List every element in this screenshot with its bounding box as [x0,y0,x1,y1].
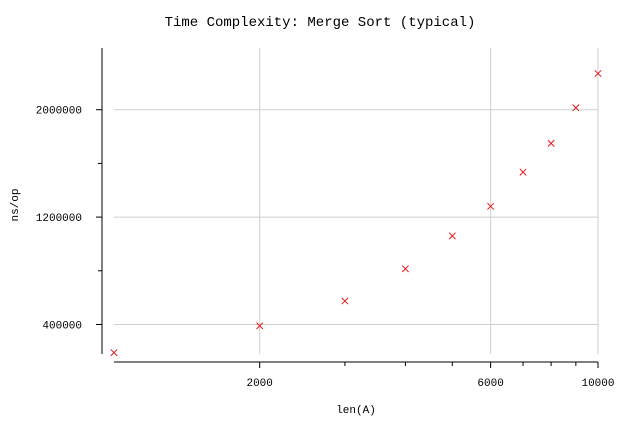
data-point [547,139,555,147]
data-point [110,349,118,357]
data-point [341,297,349,305]
chart-title: Time Complexity: Merge Sort (typical) [165,15,476,31]
y-tick-label: 400000 [42,320,82,332]
y-axis-label: ns/op [10,188,22,221]
data-point [594,69,602,78]
data-point [487,202,495,210]
data-point [448,232,456,240]
data-point [572,104,580,112]
data-points [110,69,602,357]
axes [101,48,598,363]
x-tick-label: 2000 [246,378,272,390]
x-tick-label: 10000 [581,378,614,390]
data-point [256,322,264,330]
ticks: 2000 6000 10000 400000 1200000 2000000 [36,106,615,390]
x-tick-label: 6000 [477,378,503,390]
x-axis-label: len(A) [336,405,376,417]
y-tick-label: 1200000 [36,213,82,225]
data-point [401,265,409,273]
y-tick-label: 2000000 [36,106,82,118]
data-point [519,168,527,176]
grid-lines [114,48,599,354]
